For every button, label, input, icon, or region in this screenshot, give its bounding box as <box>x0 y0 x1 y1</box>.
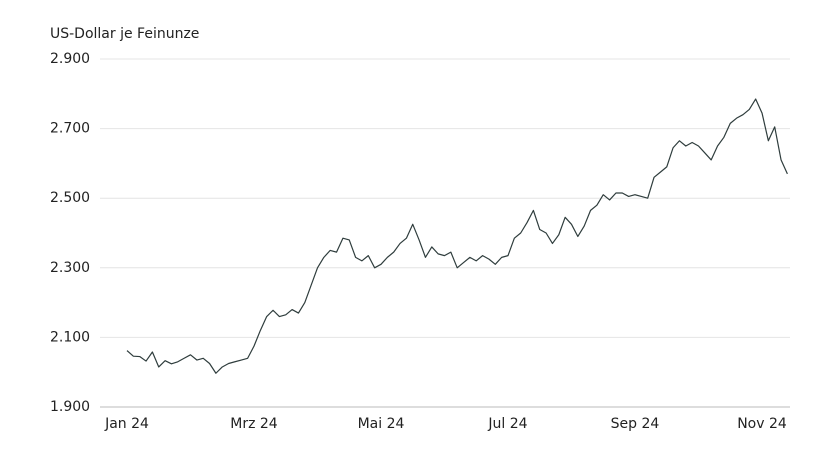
price-line <box>126 98 788 374</box>
x-tick-label: Nov 24 <box>737 416 787 432</box>
y-tick-label: 2.100 <box>50 329 90 345</box>
y-tick-label: 2.700 <box>50 121 90 137</box>
x-tick-label: Mai 24 <box>358 416 405 432</box>
y-tick-label: 1.900 <box>50 399 90 415</box>
x-tick-label: Sep 24 <box>611 416 660 432</box>
y-tick-label: 2.300 <box>50 260 90 276</box>
x-tick-label: Jan 24 <box>104 416 149 432</box>
y-tick-label: 2.900 <box>50 51 90 67</box>
y-tick-label: 2.500 <box>50 190 90 206</box>
x-tick-label: Jul 24 <box>487 416 527 432</box>
x-tick-label: Mrz 24 <box>230 416 278 432</box>
y-axis-label: US-Dollar je Feinunze <box>50 26 199 42</box>
